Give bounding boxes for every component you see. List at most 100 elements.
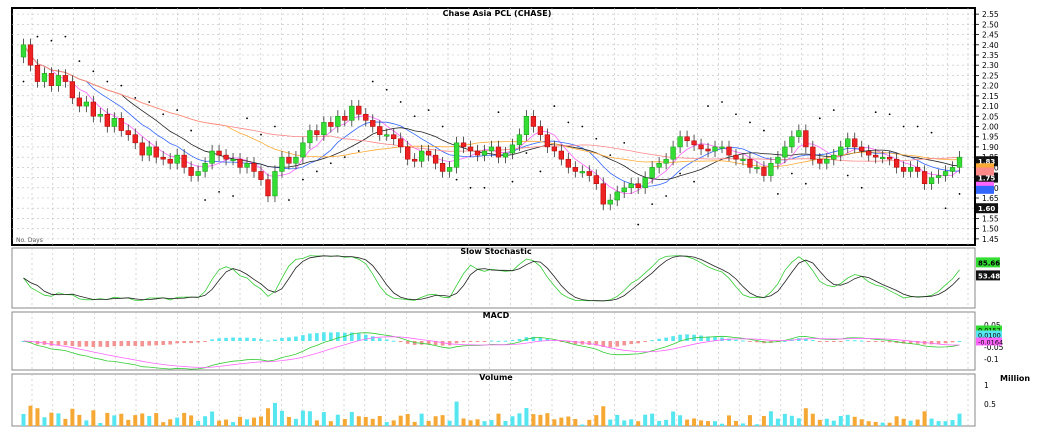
candle-body bbox=[880, 156, 886, 159]
macd-histogram-bar bbox=[301, 335, 305, 341]
volume-bar bbox=[859, 419, 864, 426]
sar-dot bbox=[776, 193, 779, 195]
sar-dot bbox=[274, 125, 276, 128]
sar-dot bbox=[413, 115, 416, 118]
price-tick-label: 1.90 bbox=[982, 143, 999, 152]
candle-body bbox=[893, 158, 900, 168]
macd-histogram-bar bbox=[454, 341, 459, 344]
sar-dot bbox=[134, 96, 137, 99]
sar-dot bbox=[385, 88, 388, 91]
macd-histogram-bar bbox=[168, 341, 172, 345]
macd-histogram-bar bbox=[154, 341, 159, 346]
volume-bar bbox=[377, 415, 382, 426]
macd-histogram-bar bbox=[468, 341, 473, 342]
macd-histogram-bar bbox=[496, 340, 501, 342]
macd-histogram-bar bbox=[63, 341, 68, 346]
price-tick-label: 2.25 bbox=[982, 71, 999, 80]
volume-bar bbox=[524, 408, 529, 426]
candle-body bbox=[146, 146, 152, 156]
volume-bar bbox=[664, 419, 669, 426]
volume-title: Volume bbox=[479, 373, 513, 382]
macd-histogram-bar bbox=[713, 336, 717, 341]
volume-bar bbox=[789, 415, 794, 426]
volume-bar bbox=[363, 416, 368, 426]
volume-bar bbox=[405, 414, 410, 426]
volume-bar bbox=[447, 420, 452, 426]
macd-histogram-bar bbox=[594, 341, 599, 346]
volume-bar bbox=[699, 420, 704, 426]
volume-bar bbox=[77, 414, 82, 426]
sar-dot bbox=[749, 121, 751, 124]
sar-dot bbox=[902, 125, 905, 128]
sar-dot bbox=[944, 207, 947, 210]
candle-body bbox=[572, 167, 578, 172]
candle-body bbox=[698, 144, 704, 150]
volume-bar bbox=[657, 420, 662, 426]
sar-dot bbox=[36, 35, 39, 38]
volume-bar bbox=[601, 406, 606, 426]
volume-bar bbox=[824, 418, 829, 426]
candle-body bbox=[642, 177, 648, 189]
volume-bar bbox=[279, 410, 284, 426]
sar-dot bbox=[399, 101, 402, 103]
sar-dot bbox=[874, 111, 877, 114]
volume-bar bbox=[84, 420, 89, 426]
volume-bar bbox=[140, 413, 145, 426]
candle-body bbox=[740, 158, 746, 161]
sar-dot bbox=[497, 111, 500, 114]
volume-bar bbox=[692, 418, 697, 426]
price-tick-label: 2.45 bbox=[982, 31, 999, 40]
volume-bar bbox=[133, 415, 138, 426]
volume-bar bbox=[356, 416, 361, 426]
candle-body bbox=[684, 136, 690, 142]
volume-bar bbox=[482, 421, 487, 426]
volume-bar bbox=[168, 419, 173, 426]
candle-body bbox=[600, 183, 606, 205]
macd-histogram-bar bbox=[161, 341, 165, 345]
candle-body bbox=[586, 171, 592, 176]
sar-dot bbox=[916, 125, 919, 128]
stochastic-value-box bbox=[976, 257, 1000, 268]
volume-bar bbox=[817, 419, 822, 426]
macd-histogram-bar bbox=[189, 341, 193, 344]
volume-bar bbox=[231, 422, 236, 426]
candle-body bbox=[914, 167, 921, 172]
volume-bar bbox=[98, 423, 103, 426]
volume-bar bbox=[203, 416, 208, 426]
volume-bar bbox=[42, 417, 47, 426]
candle-body bbox=[887, 156, 893, 160]
candle-body bbox=[251, 163, 257, 172]
volume-bar bbox=[782, 413, 787, 426]
macd-histogram-bar bbox=[356, 333, 361, 341]
candle-body bbox=[859, 146, 865, 152]
sar-dot bbox=[190, 129, 193, 132]
volume-bar bbox=[349, 411, 354, 426]
macd-histogram-bar bbox=[657, 338, 661, 341]
candle-body bbox=[789, 136, 795, 148]
price-tick-label: 2.30 bbox=[982, 61, 999, 70]
candle-body bbox=[293, 156, 299, 164]
price-tick-label: 2.55 bbox=[982, 10, 999, 19]
macd-histogram-bar bbox=[741, 340, 745, 342]
macd-histogram-bar bbox=[818, 341, 822, 342]
volume-bar bbox=[496, 413, 501, 426]
macd-histogram-bar bbox=[650, 340, 654, 342]
sar-dot bbox=[790, 172, 793, 175]
macd-histogram-bar bbox=[748, 341, 752, 342]
sar-dot bbox=[469, 186, 472, 189]
candle-body bbox=[391, 134, 397, 140]
macd-title: MACD bbox=[483, 311, 510, 320]
macd-histogram-bar bbox=[315, 333, 319, 341]
volume-bar bbox=[328, 421, 333, 426]
stochastic-value: 53.48 bbox=[978, 272, 1000, 280]
price-tick-label: 2.40 bbox=[982, 41, 999, 50]
macd-histogram-bar bbox=[915, 341, 920, 344]
candle-body bbox=[412, 158, 418, 162]
sar-dot bbox=[665, 195, 668, 197]
candle-body bbox=[719, 146, 725, 149]
sar-dot bbox=[609, 154, 612, 157]
candle-body bbox=[607, 199, 613, 205]
price-label-box bbox=[976, 172, 998, 183]
macd-histogram-bar bbox=[105, 341, 110, 348]
macd-histogram-bar bbox=[433, 341, 438, 346]
